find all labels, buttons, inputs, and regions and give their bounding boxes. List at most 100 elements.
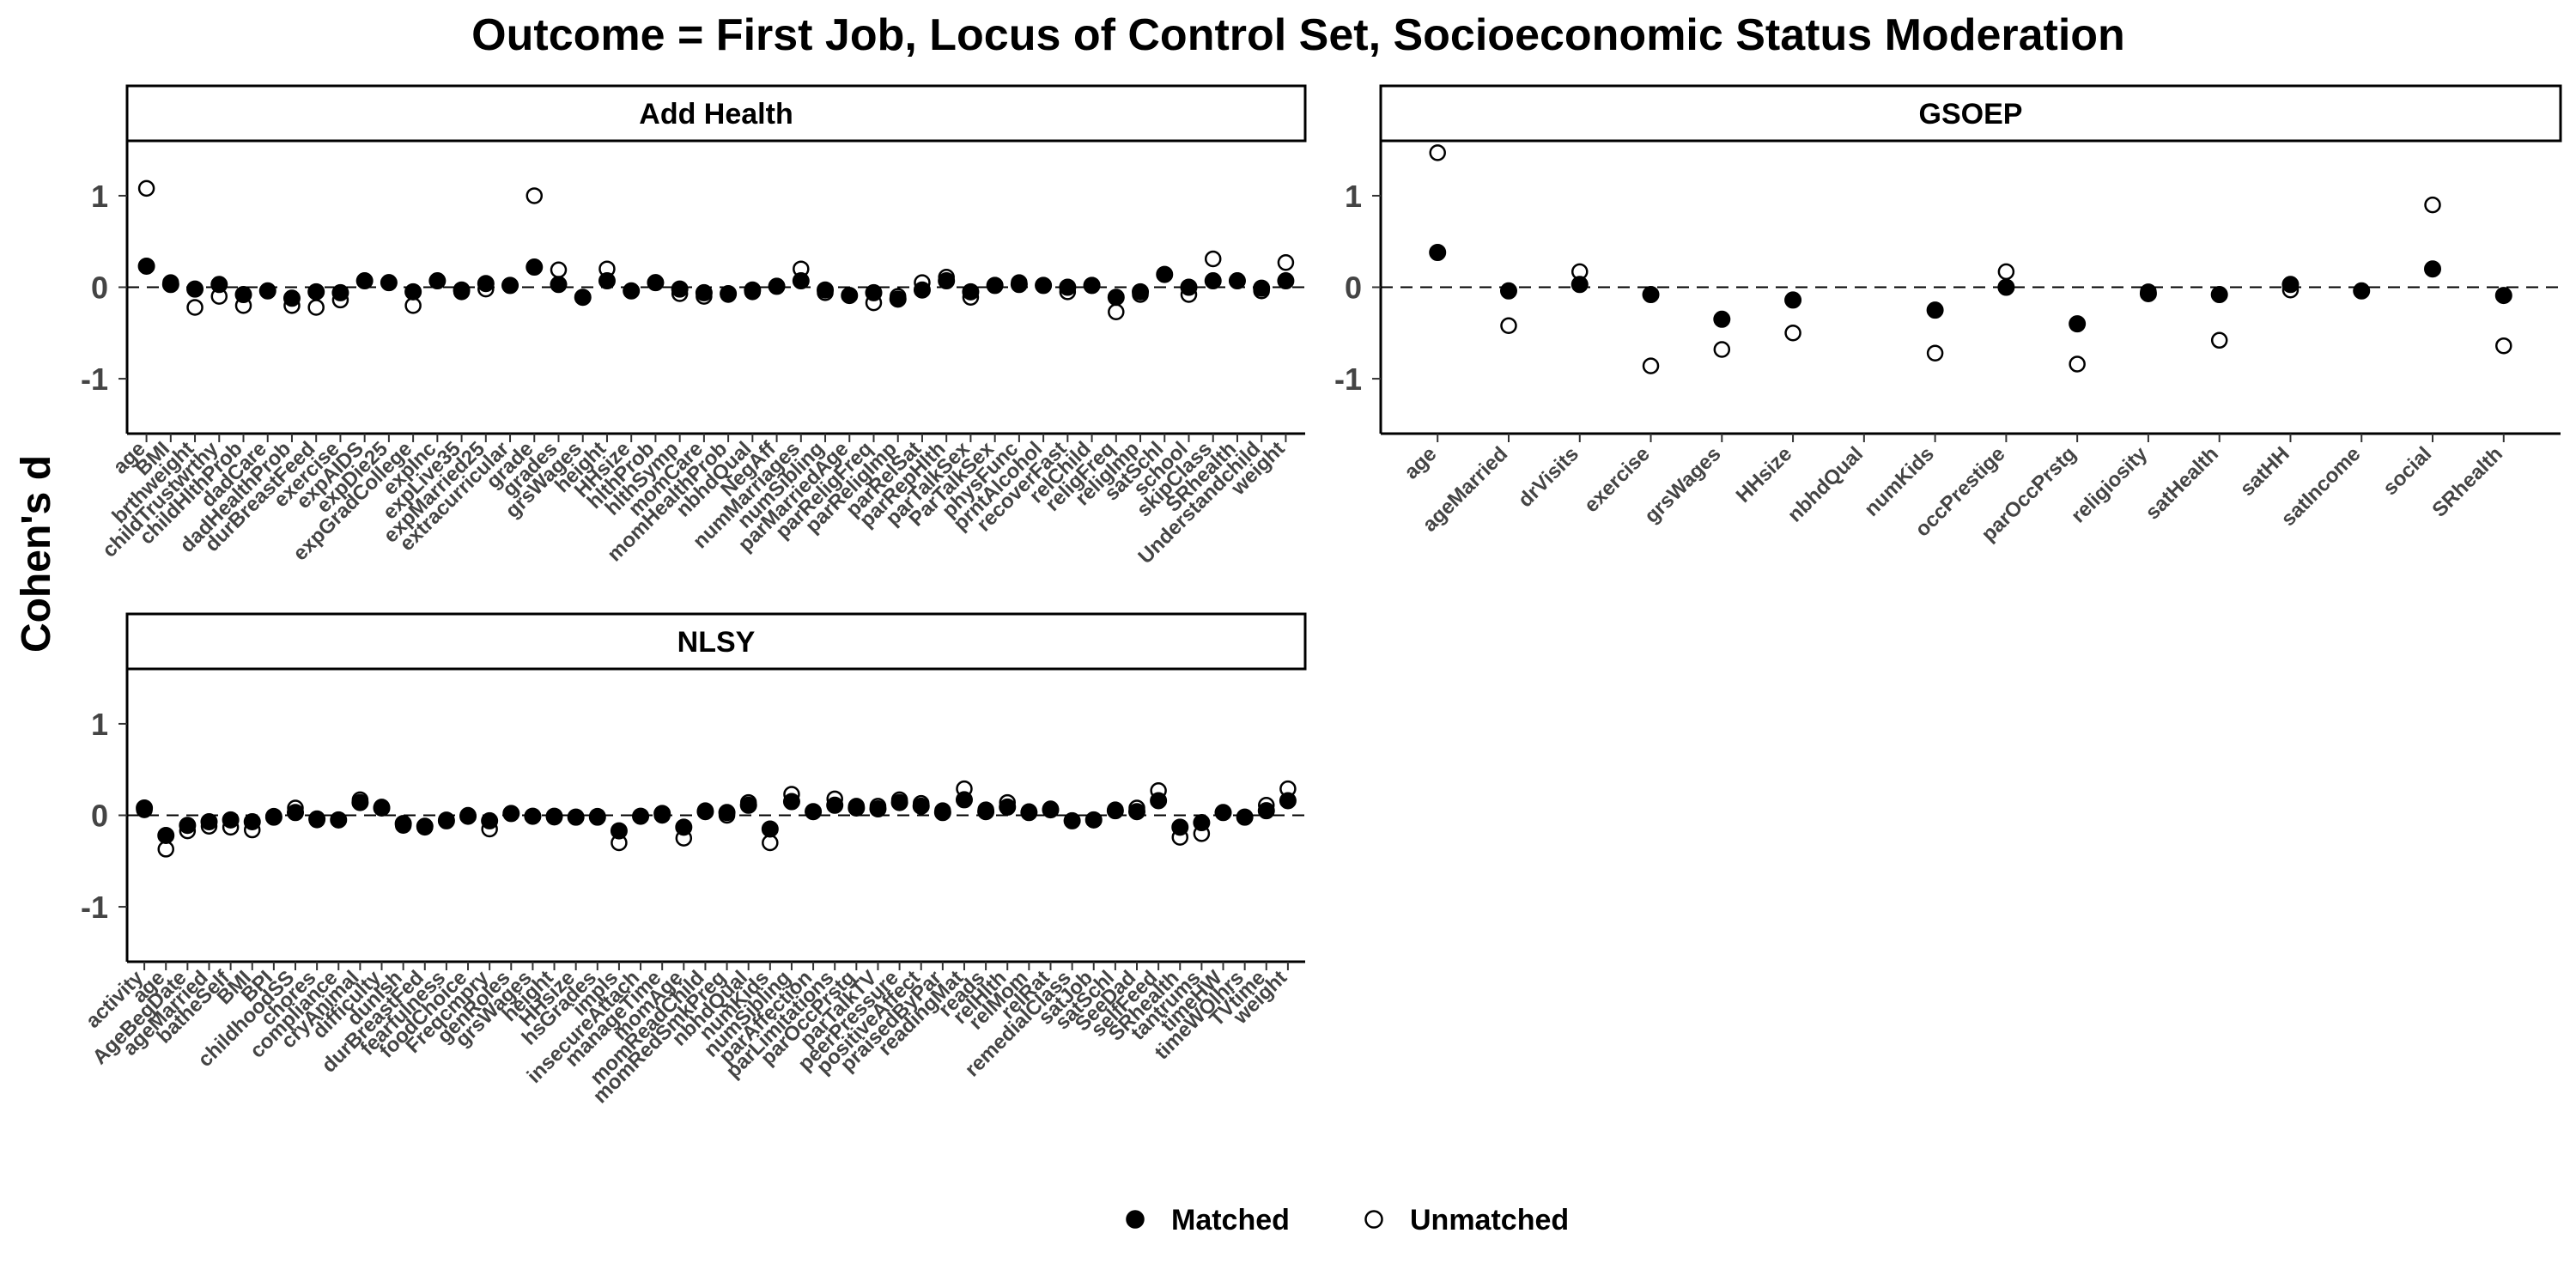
strip-box xyxy=(125,84,1307,143)
point-matched xyxy=(695,283,713,301)
point-matched xyxy=(567,808,585,826)
point-matched xyxy=(610,822,628,840)
point-matched xyxy=(1107,289,1125,307)
point-matched xyxy=(782,793,800,811)
y-tick-label: 0 xyxy=(1345,270,1362,306)
y-tick-label: -1 xyxy=(81,890,108,925)
point-unmatched xyxy=(2210,331,2228,349)
point-matched xyxy=(805,803,823,821)
point-matched xyxy=(739,796,757,814)
point-matched xyxy=(1180,278,1198,296)
point-unmatched xyxy=(186,299,204,316)
point-matched xyxy=(1084,811,1103,829)
point-matched xyxy=(986,276,1004,295)
point-matched xyxy=(258,282,276,300)
point-unmatched xyxy=(307,299,325,316)
point-matched xyxy=(1277,272,1295,290)
point-matched xyxy=(502,805,520,823)
point-matched xyxy=(459,807,477,825)
point-matched xyxy=(2281,276,2300,294)
point-matched xyxy=(890,793,908,811)
point-matched xyxy=(2353,282,2371,300)
point-matched xyxy=(161,276,179,294)
y-tick-label: 1 xyxy=(91,179,108,214)
point-matched xyxy=(137,257,155,275)
strip-box xyxy=(1379,84,2562,143)
point-unmatched xyxy=(550,261,568,279)
point-matched xyxy=(481,811,499,829)
y-tick-label: -1 xyxy=(81,361,108,397)
x-tick-label: drVisits xyxy=(1514,442,1583,512)
point-matched xyxy=(243,812,261,830)
point-matched xyxy=(744,281,762,299)
legend: Matched Unmatched xyxy=(1126,1204,1569,1236)
point-matched xyxy=(671,280,689,298)
point-matched xyxy=(351,793,369,811)
strip-label: Add Health xyxy=(639,98,793,131)
point-matched xyxy=(598,272,616,290)
x-tick-label: grsWages xyxy=(1640,442,1726,528)
point-matched xyxy=(1642,286,1660,304)
point-matched xyxy=(1063,811,1081,829)
point-matched xyxy=(437,811,455,829)
point-matched xyxy=(848,799,866,817)
point-matched xyxy=(1228,272,1246,290)
point-matched xyxy=(545,807,563,825)
point-matched xyxy=(1997,278,2015,296)
point-matched xyxy=(477,275,495,293)
point-matched xyxy=(287,804,304,822)
point-matched xyxy=(330,811,348,829)
point-matched xyxy=(373,799,391,817)
point-matched xyxy=(1132,283,1150,301)
point-matched xyxy=(1128,803,1145,821)
point-matched xyxy=(588,808,606,826)
point-unmatched xyxy=(404,297,422,314)
point-matched xyxy=(647,274,665,292)
point-matched xyxy=(380,274,398,292)
point-matched xyxy=(962,283,980,301)
point-unmatched xyxy=(1642,357,1660,374)
x-tick-label: SRhealth xyxy=(2427,442,2507,522)
point-matched xyxy=(186,280,204,298)
point-matched xyxy=(1499,282,1517,300)
y-axis-label: Cohen's d xyxy=(14,455,59,653)
point-matched xyxy=(2139,284,2157,302)
strip-label: NLSY xyxy=(677,626,756,659)
point-matched xyxy=(1253,279,1271,297)
point-matched xyxy=(2069,315,2087,333)
point-matched xyxy=(574,289,592,307)
point-matched xyxy=(718,804,736,822)
x-tick-label: HHsize xyxy=(1732,442,1797,507)
y-tick-label: 1 xyxy=(1345,179,1362,214)
point-matched xyxy=(1150,792,1168,810)
point-matched xyxy=(416,817,434,835)
point-unmatched xyxy=(2495,337,2512,355)
point-matched xyxy=(200,812,218,830)
point-matched xyxy=(1156,265,1174,283)
y-tick-label: -1 xyxy=(1334,361,1362,397)
x-tick-label: social xyxy=(2379,442,2436,500)
point-unmatched xyxy=(2424,196,2441,214)
panel-add-health: Add Health-101ageBMIbrthweightchildTrust… xyxy=(81,84,1307,568)
point-matched xyxy=(912,797,930,815)
point-matched xyxy=(1193,814,1211,832)
point-matched xyxy=(234,286,252,304)
point-unmatched xyxy=(1713,341,1731,358)
point-matched xyxy=(550,276,568,294)
point-matched xyxy=(977,803,995,821)
point-unmatched xyxy=(1204,250,1222,268)
strip-label: GSOEP xyxy=(1919,98,2023,131)
x-tick-label: religiosity xyxy=(2067,442,2153,528)
point-matched xyxy=(404,283,422,301)
point-matched xyxy=(428,272,447,290)
x-tick-label: exercise xyxy=(1580,442,1655,517)
point-matched xyxy=(1042,801,1060,819)
point-unmatched xyxy=(1997,263,2015,281)
point-matched xyxy=(136,799,154,817)
legend-key-unmatched xyxy=(1364,1210,1383,1229)
point-matched xyxy=(999,798,1017,816)
point-unmatched xyxy=(137,179,155,197)
point-matched xyxy=(1429,244,1447,262)
